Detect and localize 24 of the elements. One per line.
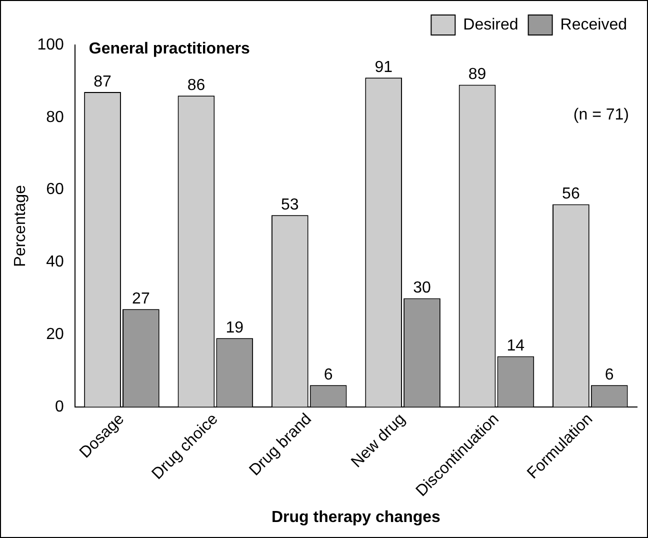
y-tick-label: 100 bbox=[37, 36, 64, 54]
y-tick-label: 0 bbox=[54, 398, 64, 416]
y-tick-label: 80 bbox=[46, 108, 64, 126]
data-label: 89 bbox=[468, 66, 486, 84]
y-tick-label: 60 bbox=[46, 181, 64, 198]
legend-label: Received bbox=[560, 16, 627, 34]
data-label: 91 bbox=[374, 58, 393, 76]
data-label: 53 bbox=[281, 196, 299, 214]
data-label: 6 bbox=[604, 366, 614, 384]
data-label: 87 bbox=[94, 73, 112, 90]
data-label: 27 bbox=[132, 290, 150, 308]
data-label: 86 bbox=[187, 77, 206, 94]
data-label: 6 bbox=[324, 366, 333, 384]
annotation: General practitioners bbox=[88, 40, 250, 58]
data-label: 19 bbox=[226, 320, 244, 337]
y-axis-title: Percentage bbox=[12, 184, 30, 267]
y-tick-label: 20 bbox=[46, 326, 64, 343]
data-label: 14 bbox=[506, 338, 525, 355]
x-axis-title: Drug therapy changes bbox=[271, 508, 441, 526]
y-tick-label: 40 bbox=[46, 254, 64, 271]
data-label: 56 bbox=[562, 186, 580, 203]
legend-label: Desired bbox=[463, 16, 518, 34]
data-label: 30 bbox=[413, 280, 431, 297]
annotation: (n = 71) bbox=[573, 106, 629, 124]
